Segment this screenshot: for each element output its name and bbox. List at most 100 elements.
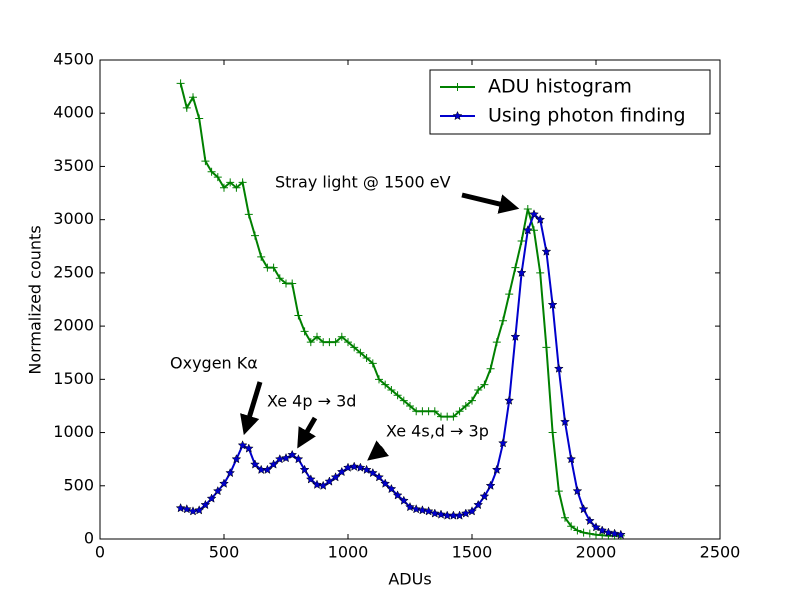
data-point xyxy=(615,529,626,539)
data-point xyxy=(485,480,496,490)
data-point xyxy=(560,416,570,427)
data-point xyxy=(244,210,253,219)
data-point xyxy=(305,474,316,484)
data-point xyxy=(195,114,204,123)
data-point xyxy=(530,226,538,235)
data-point xyxy=(194,505,205,515)
data-point xyxy=(367,467,378,478)
x-axis-label: ADUs xyxy=(388,570,431,589)
data-point xyxy=(498,438,508,448)
y-axis-label: Normalized counts xyxy=(26,225,45,374)
data-point xyxy=(237,440,248,450)
data-point xyxy=(492,338,501,347)
data-point xyxy=(356,348,365,357)
data-point xyxy=(454,510,465,520)
data-point xyxy=(300,327,309,336)
data-point xyxy=(225,467,236,478)
series-line xyxy=(179,83,621,537)
data-point xyxy=(287,449,298,460)
data-point xyxy=(331,338,340,347)
data-point xyxy=(206,493,217,503)
data-point xyxy=(200,499,211,510)
data-point xyxy=(592,530,600,539)
data-point xyxy=(523,205,532,214)
y-tick-label: 2500 xyxy=(53,262,94,281)
data-point xyxy=(417,505,428,515)
data-point xyxy=(250,459,260,469)
annotation-arrow xyxy=(367,440,390,461)
data-point xyxy=(368,359,377,368)
x-tick-label: 2500 xyxy=(700,543,741,562)
data-point xyxy=(324,476,335,486)
data-point xyxy=(505,290,514,299)
data-point xyxy=(585,529,594,538)
data-point xyxy=(181,504,192,514)
data-point xyxy=(269,263,278,272)
data-point xyxy=(238,178,247,187)
data-point xyxy=(572,485,583,496)
series-line xyxy=(180,212,621,536)
data-point xyxy=(473,499,484,510)
data-point xyxy=(480,380,489,389)
data-point xyxy=(547,299,558,310)
x-tick-label: 1000 xyxy=(328,543,369,562)
data-point xyxy=(350,343,359,352)
data-point xyxy=(566,454,577,464)
x-tick-label: 0 xyxy=(95,543,105,562)
legend: ADU histogram Using photon finding xyxy=(429,69,711,135)
data-point xyxy=(567,522,576,531)
x-tick-label: 1500 xyxy=(452,543,493,562)
data-point xyxy=(288,279,297,288)
data-point xyxy=(175,502,186,513)
x-tick-label: 500 xyxy=(209,543,240,562)
data-point xyxy=(219,478,229,488)
y-tick-label: 3500 xyxy=(53,156,94,175)
data-point xyxy=(511,263,520,272)
y-tick-label: 1000 xyxy=(53,422,94,441)
data-point xyxy=(398,495,409,505)
data-point xyxy=(516,267,527,278)
data-point xyxy=(554,487,563,496)
data-point xyxy=(548,428,557,437)
data-point xyxy=(504,395,515,405)
y-tick-label: 0 xyxy=(84,529,94,548)
data-point xyxy=(182,103,191,112)
data-point xyxy=(541,246,552,256)
data-point xyxy=(226,178,235,187)
legend-label: Using photon finding xyxy=(488,105,686,127)
data-point xyxy=(536,268,545,277)
data-point xyxy=(429,508,440,518)
data-point xyxy=(275,274,284,283)
y-tick-label: 4000 xyxy=(53,103,94,122)
annotation: Oxygen Kα xyxy=(170,354,258,373)
data-point xyxy=(479,491,490,501)
plot-frame xyxy=(99,59,721,540)
y-tick-label: 3000 xyxy=(53,209,94,228)
data-point xyxy=(361,464,372,475)
data-point xyxy=(535,214,546,224)
data-point xyxy=(609,528,620,538)
data-point xyxy=(387,385,396,394)
data-point xyxy=(467,506,477,516)
data-point xyxy=(499,316,507,325)
data-point xyxy=(337,332,346,341)
data-point xyxy=(510,331,521,341)
data-point xyxy=(293,454,304,464)
data-point xyxy=(262,464,273,475)
data-point xyxy=(405,501,415,512)
annotation: Xe 4p → 3d xyxy=(267,392,356,411)
data-point xyxy=(213,173,222,182)
data-point xyxy=(243,443,254,453)
data-point xyxy=(491,464,502,475)
data-point xyxy=(207,167,216,176)
data-point xyxy=(406,401,414,410)
data-point xyxy=(212,485,223,496)
data-point xyxy=(386,483,397,494)
data-point xyxy=(312,479,322,489)
data-point xyxy=(313,332,321,341)
data-point xyxy=(336,466,347,477)
data-point xyxy=(436,509,446,519)
y-tick-label: 500 xyxy=(63,475,94,494)
data-point xyxy=(486,364,495,373)
data-point xyxy=(220,183,228,192)
